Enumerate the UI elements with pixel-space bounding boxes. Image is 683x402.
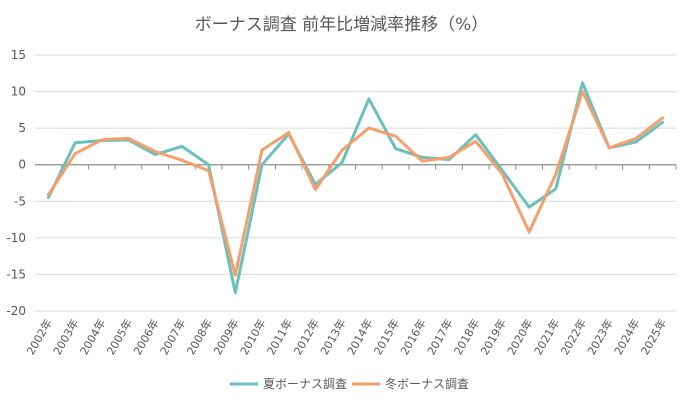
y-axis-ticks: 15 10 5 0 -5 -10 -15 -20 bbox=[6, 48, 26, 318]
x-tick-label: 2025年 bbox=[638, 317, 670, 358]
legend-item: 夏ボーナス調査 bbox=[230, 377, 347, 391]
y-tick-label: -20 bbox=[6, 304, 26, 318]
y-tick-label: -10 bbox=[6, 231, 26, 245]
y-tick-label: -15 bbox=[6, 267, 26, 281]
y-tick-label: 0 bbox=[18, 158, 26, 172]
y-tick-label: 5 bbox=[18, 121, 26, 135]
series-1 bbox=[46, 81, 665, 295]
y-tick-label: 10 bbox=[11, 85, 26, 99]
y-tick-label: 15 bbox=[11, 48, 26, 62]
series-line bbox=[46, 90, 665, 277]
legend-item: 冬ボーナス調査 bbox=[352, 376, 469, 391]
legend-label: 冬ボーナス調査 bbox=[385, 376, 469, 391]
series-lines bbox=[46, 81, 665, 295]
chart-title: ボーナス調査 前年比増減率推移（%） bbox=[195, 15, 489, 35]
legend-label: 夏ボーナス調査 bbox=[263, 377, 347, 391]
series-line bbox=[46, 81, 665, 295]
legend: 夏ボーナス調査 冬ボーナス調査 bbox=[230, 376, 469, 391]
series-2 bbox=[46, 90, 665, 277]
y-tick-label: -5 bbox=[14, 194, 26, 208]
x-axis-ticks: 2002年2003年2004年2005年2006年2007年2008年2009年… bbox=[23, 164, 677, 358]
